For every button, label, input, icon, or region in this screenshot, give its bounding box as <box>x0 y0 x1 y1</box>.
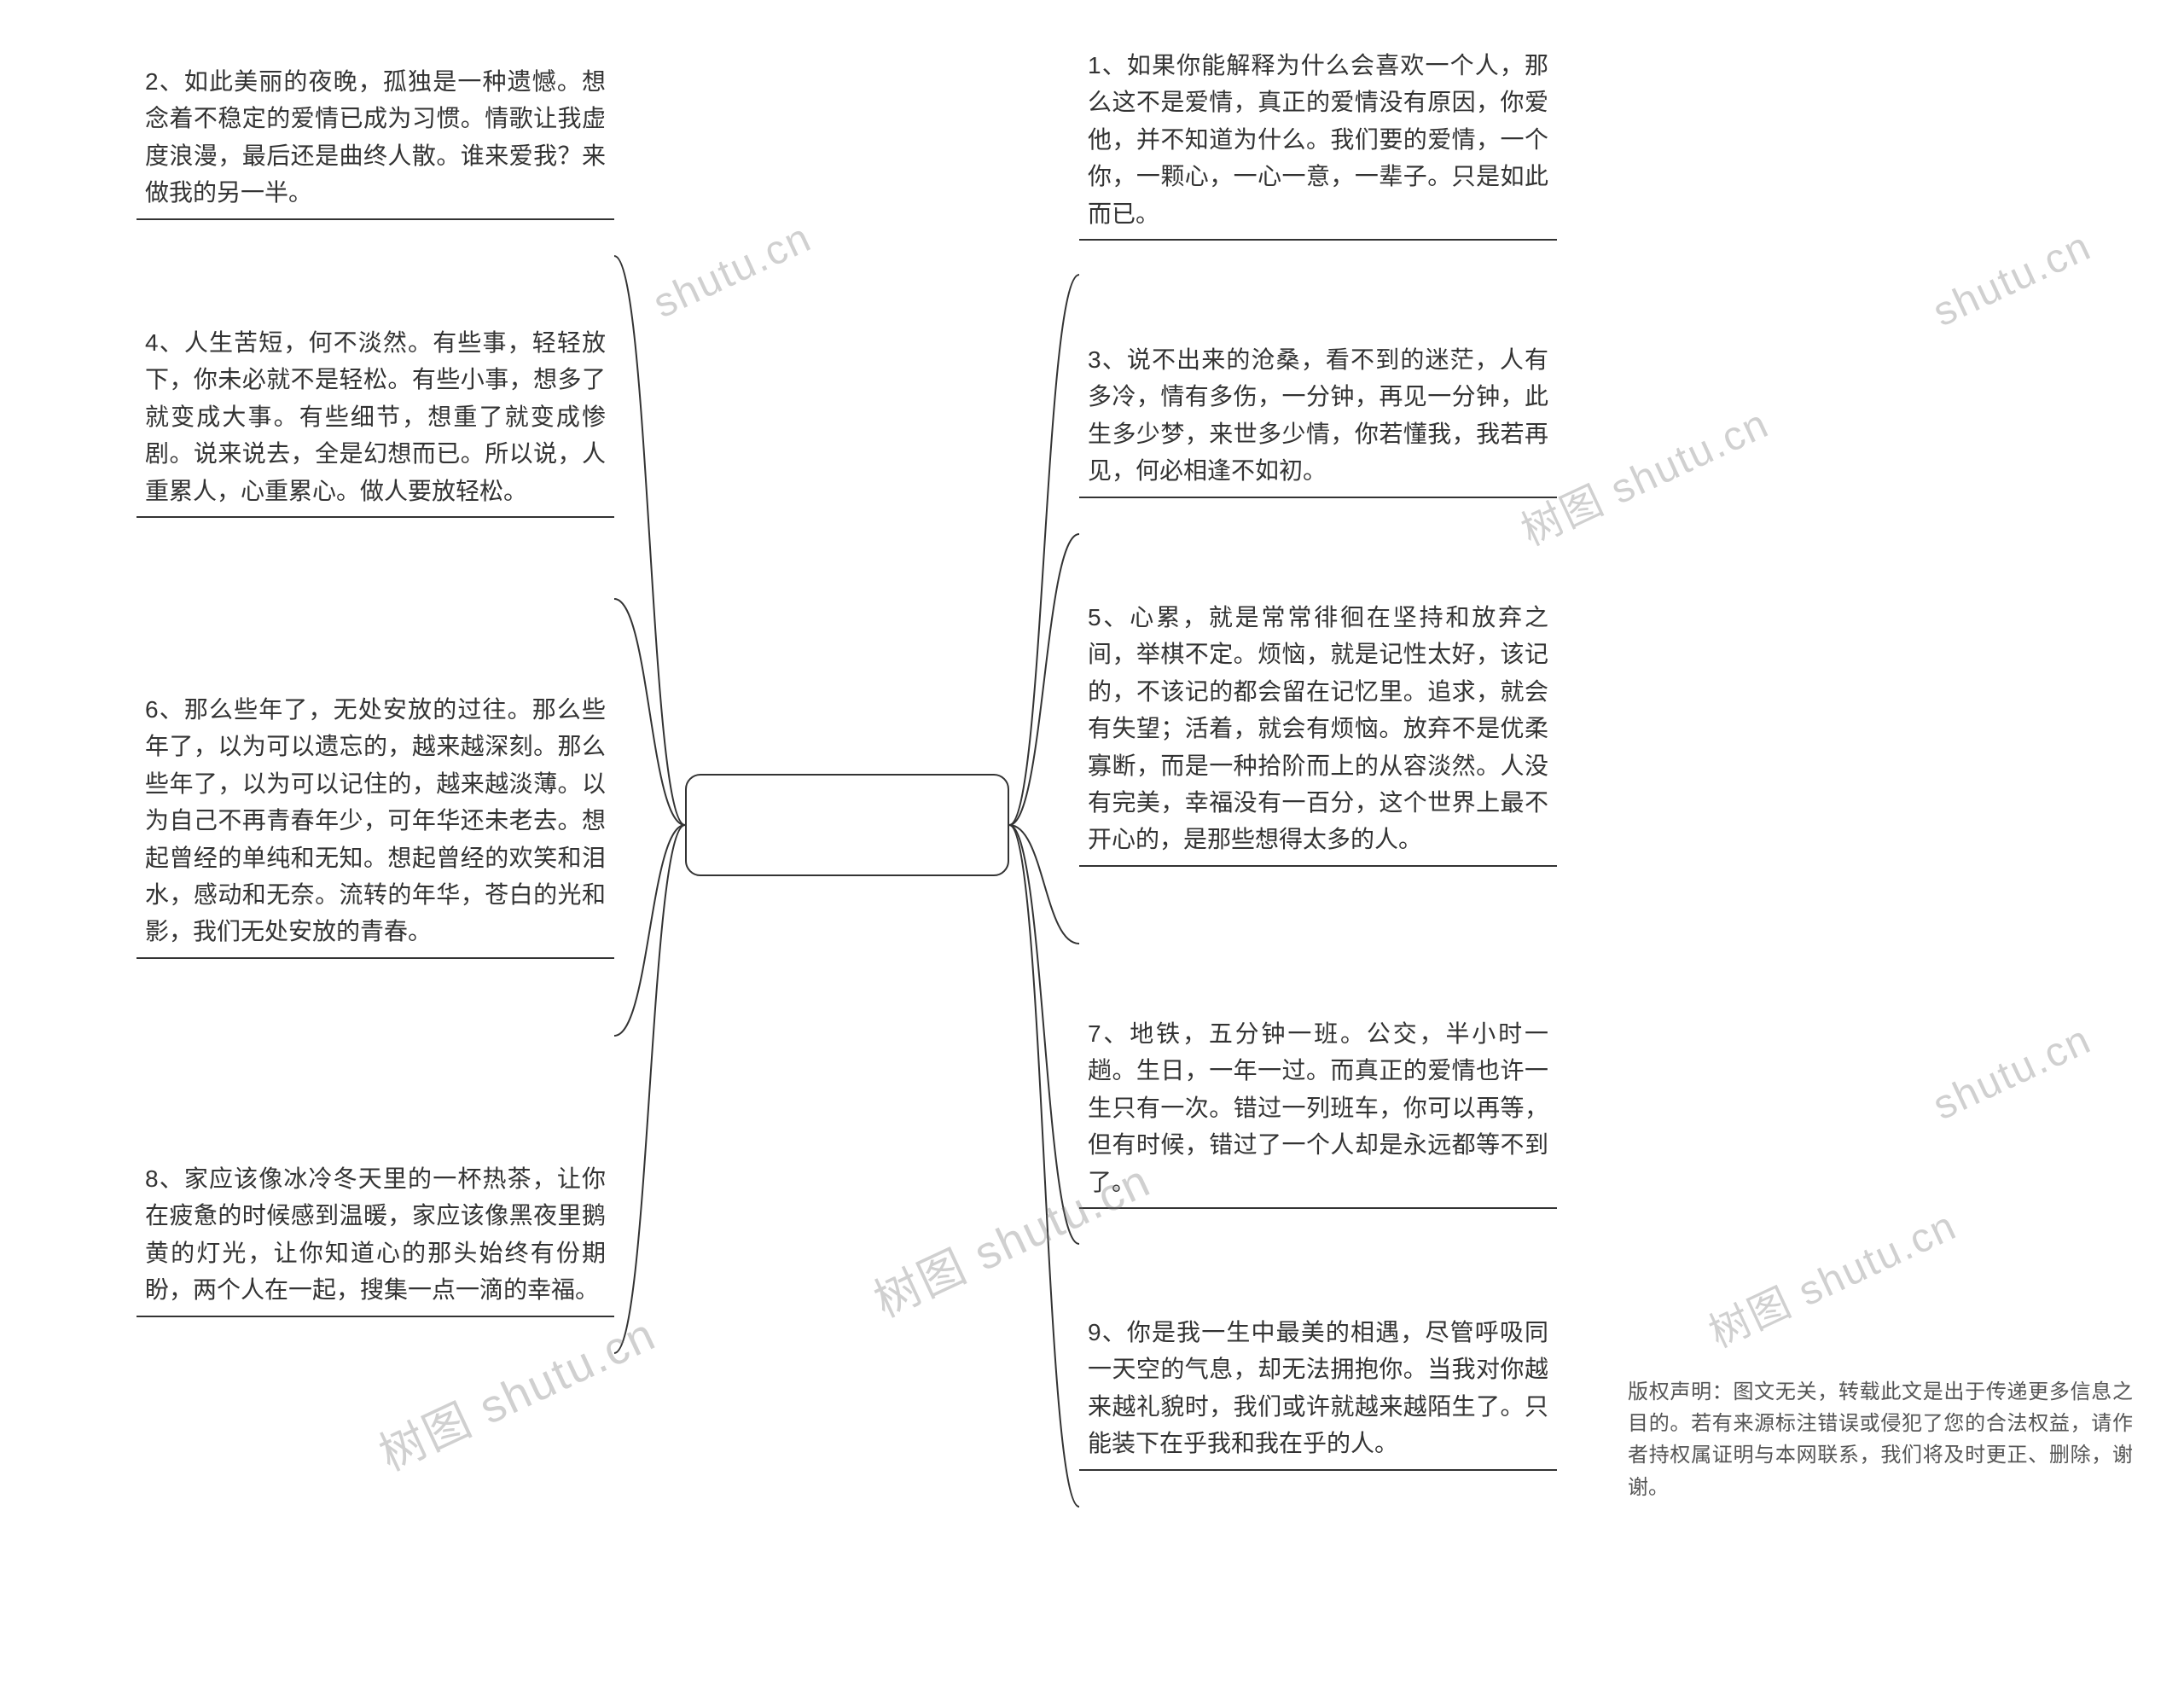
node-2: 2、如此美丽的夜晚，孤独是一种遗憾。想念着不稳定的爱情已成为习惯。情歌让我虚度浪… <box>136 63 614 220</box>
node-3: 3、说不出来的沧桑，看不到的迷茫，人有多冷，情有多伤，一分钟，再见一分钟，此生多… <box>1079 341 1557 498</box>
center-node <box>685 774 1009 876</box>
node-1: 1、如果你能解释为什么会喜欢一个人，那么这不是爱情，真正的爱情没有原因，你爱他，… <box>1079 47 1557 241</box>
watermark: shutu.cn <box>647 214 819 328</box>
node-7: 7、地铁，五分钟一班。公交，半小时一趟。生日，一年一过。而真正的爱情也许一生只有… <box>1079 1015 1557 1209</box>
node-9: 9、你是我一生中最美的相遇，尽管呼吸同一天空的气息，却无法拥抱你。当我对你越来越… <box>1079 1314 1557 1471</box>
node-5: 5、心累，就是常常徘徊在坚持和放弃之间，举棋不定。烦恼，就是记性太好，该记的，不… <box>1079 599 1557 867</box>
watermark: shutu.cn <box>1926 1016 2099 1130</box>
copyright-notice: 版权声明：图文无关，转载此文是出于传递更多信息之目的。若有来源标注错误或侵犯了您… <box>1628 1376 2133 1503</box>
watermark: shutu.cn <box>1926 223 2099 336</box>
watermark: 树图 shutu.cn <box>1698 1192 1965 1359</box>
mindmap-canvas: 2、如此美丽的夜晚，孤独是一种遗憾。想念着不稳定的爱情已成为习惯。情歌让我虚度浪… <box>0 0 2184 1685</box>
node-4: 4、人生苦短，何不淡然。有些事，轻轻放下，你未必就不是轻松。有些小事，想多了就变… <box>136 324 614 518</box>
node-8: 8、家应该像冰冷冬天里的一杯热茶，让你在疲惫的时候感到温暖，家应该像黑夜里鹅黄的… <box>136 1160 614 1317</box>
watermark: 树图 shutu.cn <box>367 1297 665 1484</box>
node-6: 6、那么些年了，无处安放的过往。那么些年了，以为可以遗忘的，越来越深刻。那么些年… <box>136 691 614 959</box>
